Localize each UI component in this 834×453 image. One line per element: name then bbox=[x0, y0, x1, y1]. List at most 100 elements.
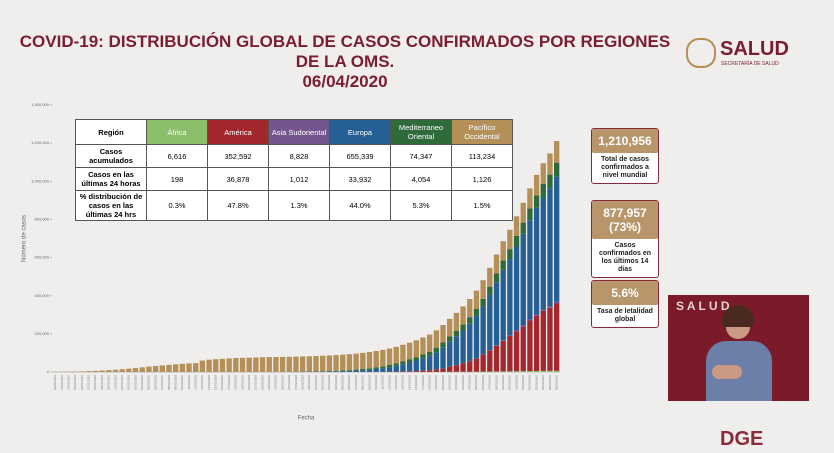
bar-segment bbox=[400, 361, 406, 365]
bar-segment bbox=[473, 309, 480, 317]
bar-segment bbox=[146, 366, 152, 372]
bar-segment bbox=[507, 335, 513, 337]
bar-segment bbox=[179, 363, 186, 372]
bar-segment bbox=[340, 371, 346, 372]
bar-segment bbox=[520, 325, 526, 327]
x-tick-label: 13/02/2020 bbox=[200, 375, 204, 390]
row-label: % distribución de casos en las últimas 2… bbox=[75, 190, 147, 221]
bar-segment bbox=[540, 196, 546, 310]
table-row: Casos en las últimas 24 horas 198 36,878 1,… bbox=[75, 167, 513, 191]
x-tick-label: 28/02/2020 bbox=[300, 375, 304, 390]
bar-segment bbox=[186, 363, 192, 372]
bar-segment bbox=[527, 208, 533, 221]
x-tick-label: 17/03/2020 bbox=[421, 375, 425, 390]
bar-segment bbox=[533, 370, 540, 372]
bar-segment bbox=[346, 354, 353, 371]
bar-segment bbox=[513, 246, 520, 331]
bar-segment bbox=[553, 370, 560, 372]
bar-segment bbox=[487, 267, 493, 287]
bar-segment bbox=[467, 317, 473, 324]
bar-segment bbox=[413, 360, 419, 371]
bar-segment bbox=[467, 298, 473, 318]
bar-segment bbox=[259, 357, 266, 372]
row-label: Casos acumulados bbox=[75, 144, 147, 168]
y-tick-label: 1,400,000 bbox=[31, 102, 50, 107]
bar-segment bbox=[353, 370, 359, 372]
table-header: Región bbox=[75, 119, 147, 145]
bar-segment bbox=[386, 367, 393, 372]
bar-segment bbox=[507, 229, 513, 250]
bar-segment bbox=[453, 330, 460, 337]
bar-segment bbox=[533, 174, 540, 196]
table-cell: 6,616 bbox=[146, 144, 208, 168]
bar-segment bbox=[233, 358, 239, 372]
table-region-header: Asia Sudoriental bbox=[268, 119, 330, 145]
x-tick-label: 19/02/2020 bbox=[240, 375, 244, 390]
y-tick-label: 1,000,000 bbox=[31, 178, 50, 183]
bar-segment bbox=[400, 371, 406, 372]
x-tick-label: 11/03/2020 bbox=[381, 375, 385, 390]
bar-segment bbox=[507, 249, 513, 260]
y-tick-label: 600,000 bbox=[35, 255, 50, 260]
logo-text: SALUD bbox=[720, 38, 789, 60]
bar-segment bbox=[547, 188, 553, 307]
table-cell: 1.3% bbox=[268, 190, 330, 221]
bar-segment bbox=[406, 371, 413, 372]
x-tick-label: 21/02/2020 bbox=[254, 375, 258, 390]
kpi-box: 877,957 (73%) Casos confirmados en los úl… bbox=[591, 200, 659, 278]
data-table: Región África América Asia Sudoriental Europ… bbox=[75, 119, 513, 221]
x-tick-label: 30/01/2020 bbox=[107, 375, 111, 390]
bar-segment bbox=[366, 369, 373, 372]
bar-segment bbox=[527, 320, 533, 372]
bar-segment bbox=[106, 370, 112, 372]
bar-segment bbox=[239, 357, 246, 372]
table-cell: 4,054 bbox=[390, 167, 452, 191]
bar-segment bbox=[433, 352, 440, 370]
bar-segment bbox=[380, 366, 386, 369]
bar-segment bbox=[406, 362, 413, 372]
bar-segment bbox=[467, 361, 473, 372]
bar-segment bbox=[393, 346, 399, 364]
bar-segment bbox=[340, 354, 346, 371]
x-tick-label: 31/01/2020 bbox=[113, 375, 117, 390]
bar-segment bbox=[533, 314, 540, 316]
x-axis-title: Fecha bbox=[298, 416, 315, 422]
bar-segment bbox=[279, 356, 286, 372]
bar-segment bbox=[513, 216, 520, 236]
bar-segment bbox=[480, 306, 486, 355]
bar-segment bbox=[112, 369, 119, 372]
y-tick-label: 400,000 bbox=[35, 293, 50, 298]
y-tick-label: 800,000 bbox=[35, 216, 50, 221]
x-tick-label: 17/02/2020 bbox=[227, 375, 231, 390]
bar-segment bbox=[420, 337, 426, 355]
bar-segment bbox=[473, 290, 480, 310]
bar-segment bbox=[206, 359, 212, 372]
bar-segment bbox=[366, 368, 373, 370]
kpi-label: Casos confirmados en los últimos 14 días bbox=[598, 242, 652, 273]
x-tick-label: 02/03/2020 bbox=[321, 375, 325, 390]
bar-segment bbox=[353, 369, 359, 371]
bar-segment bbox=[193, 363, 199, 372]
bar-segment bbox=[440, 368, 446, 372]
x-tick-label: 18/02/2020 bbox=[234, 375, 238, 390]
x-tick-label: 03/04/2020 bbox=[534, 375, 538, 390]
bar-segment bbox=[440, 342, 446, 348]
bar-segment bbox=[126, 368, 132, 372]
x-tick-label: 15/02/2020 bbox=[214, 375, 218, 390]
table-region-header: Pacífico Occidental bbox=[451, 119, 513, 145]
x-tick-label: 26/01/2020 bbox=[80, 375, 84, 390]
x-tick-label: 05/03/2020 bbox=[341, 375, 345, 390]
logo-emblem bbox=[686, 38, 716, 68]
bar-segment bbox=[340, 370, 346, 372]
x-tick-label: 06/02/2020 bbox=[153, 375, 157, 390]
bar-segment bbox=[433, 369, 440, 372]
bar-segment bbox=[199, 360, 206, 372]
x-tick-label: 10/03/2020 bbox=[374, 375, 378, 390]
table-cell: 1.5% bbox=[451, 190, 513, 221]
bar-segment bbox=[527, 371, 533, 372]
bar-segment bbox=[373, 367, 379, 369]
x-tick-label: 05/04/2020 bbox=[548, 375, 552, 390]
bar-segment bbox=[493, 371, 500, 372]
bar-segment bbox=[386, 364, 393, 368]
x-tick-label: 09/03/2020 bbox=[367, 375, 371, 390]
